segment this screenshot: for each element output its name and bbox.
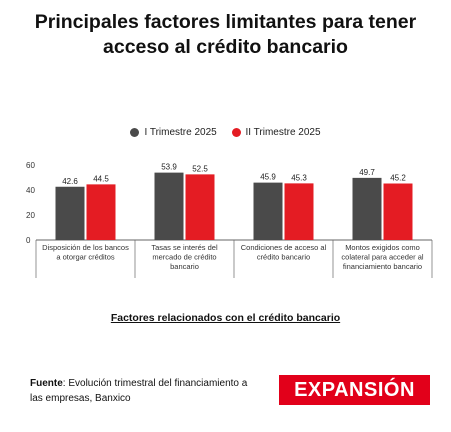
bar-chart: 0 20 40 60 42.6 44.5 Disposición de los bancos… — [26, 161, 433, 278]
data-label-series-1: 42.6 — [62, 177, 78, 186]
legend-swatch-series-1 — [130, 128, 140, 137]
source-label: Fuente — [30, 378, 63, 389]
data-label-series-2: 44.5 — [93, 174, 109, 183]
bar-series-1 — [253, 182, 283, 240]
legend-label-series-1: I Trimestre 2025 — [144, 127, 217, 138]
x-tick-label: Tasas se interés del — [151, 243, 218, 252]
y-tick-label-2: 40 — [26, 186, 35, 195]
y-tick-label-0: 0 — [26, 236, 31, 245]
bar-series-1 — [352, 177, 382, 240]
legend-item-series-2: II Trimestre 2025 — [231, 127, 321, 138]
bar-series-2 — [383, 183, 413, 240]
x-tick-label: a otorgar créditos — [56, 253, 115, 262]
x-tick-label: Condiciones de acceso al — [241, 243, 327, 252]
expansion-logo: EXPANSIÓN — [279, 375, 430, 405]
chart-title: Principales factores limitantes para ten… — [0, 10, 451, 60]
data-label-series-2: 52.5 — [192, 164, 208, 173]
chart-title-line-1: Principales factores limitantes para ten… — [34, 11, 417, 33]
bar-series-1 — [55, 186, 85, 240]
x-tick-label: Disposición de los bancos — [42, 243, 129, 252]
x-tick-label: mercado de crédito — [152, 253, 216, 262]
bar-series-1 — [154, 172, 184, 240]
data-label-series-1: 45.9 — [260, 173, 276, 182]
chart-title-line-2: acceso al crédito bancario — [103, 36, 348, 58]
x-tick-label: colateral para acceder al — [341, 253, 423, 262]
logo-text: EXPANSIÓN — [294, 378, 415, 401]
data-label-series-1: 49.7 — [359, 168, 375, 177]
x-axis-title: Factores relacionados con el crédito ban… — [0, 312, 451, 324]
x-axis-title-text: Factores relacionados con el crédito ban… — [110, 312, 341, 324]
bar-series-2 — [284, 183, 314, 240]
data-label-series-2: 45.3 — [291, 173, 307, 182]
x-tick-label: crédito bancario — [257, 253, 310, 262]
bar-series-2 — [86, 184, 116, 240]
legend-item-series-1: I Trimestre 2025 — [130, 127, 217, 138]
legend-label-series-2: II Trimestre 2025 — [245, 127, 321, 138]
x-tick-label: Montos exigidos como — [345, 243, 420, 252]
bar-series-2 — [185, 174, 215, 240]
data-label-series-1: 53.9 — [161, 163, 177, 172]
y-tick-label-1: 20 — [26, 211, 35, 220]
source-text: : Evolución trimestral del financiamient… — [30, 378, 248, 404]
x-tick-label: financiamiento bancario — [343, 262, 422, 271]
y-tick-label-3: 60 — [26, 161, 35, 170]
data-label-series-2: 45.2 — [390, 174, 406, 183]
legend: I Trimestre 2025 II Trimestre 2025 — [0, 127, 451, 140]
legend-swatch-series-2 — [231, 128, 241, 137]
source-note: Fuente: Evolución trimestral del financi… — [30, 376, 260, 406]
x-tick-label: bancario — [170, 262, 199, 271]
